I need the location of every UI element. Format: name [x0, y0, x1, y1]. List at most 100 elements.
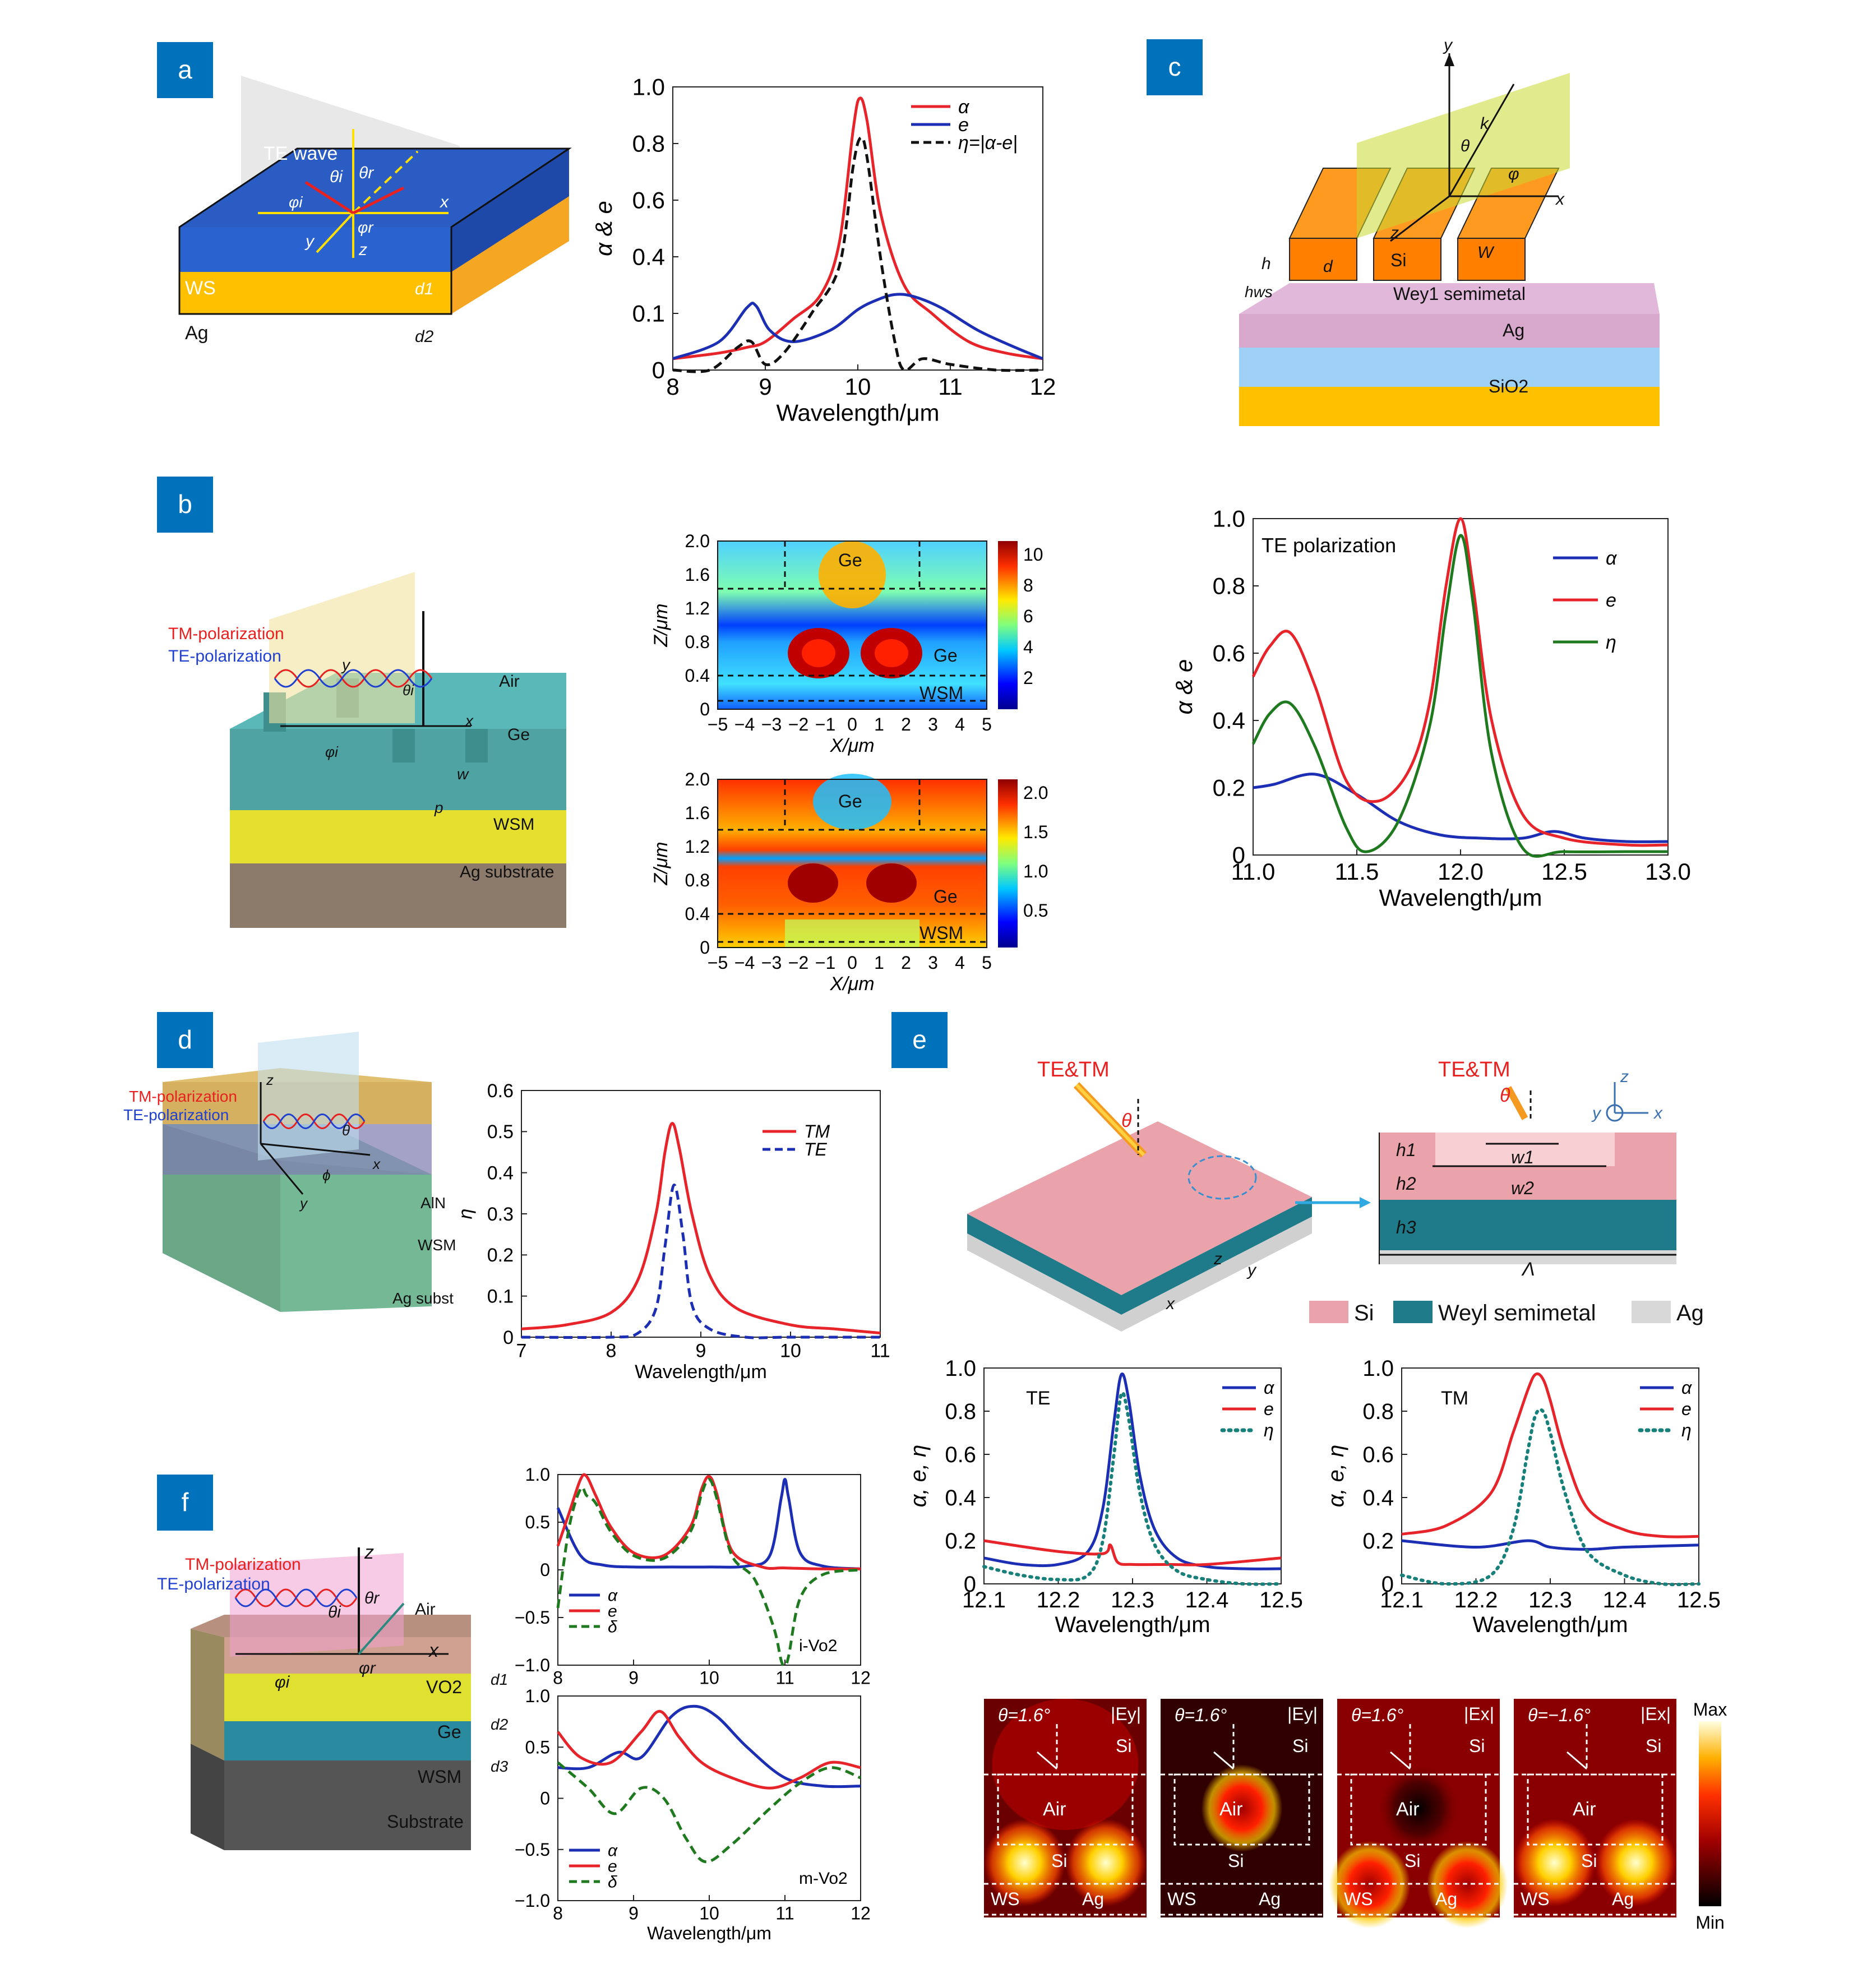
map-angle-label: θ=1.6° [998, 1705, 1051, 1725]
svg-text:TE&TM: TE&TM [1037, 1058, 1110, 1082]
svg-text:z: z [1390, 224, 1399, 242]
x-tick-label: −2 [788, 714, 808, 734]
x-tick-label: 8 [606, 1341, 617, 1362]
series-line [672, 293, 1043, 361]
y-tick-label: 1.2 [685, 837, 710, 857]
field-map-3: θ=1.6° |Ex| Si Air Si WS Ag [1329, 1699, 1508, 1929]
y-tick-label: 0.6 [945, 1443, 976, 1467]
y-tick-label: −1.0 [515, 1655, 550, 1675]
series-line [1251, 517, 1669, 847]
svg-text:2: 2 [1023, 668, 1033, 688]
badge-a [157, 42, 213, 98]
svg-text:x: x [372, 1156, 381, 1172]
x-tick-label: 12 [851, 1668, 871, 1688]
svg-text:φi: φi [325, 743, 339, 760]
badge-e [891, 1012, 948, 1068]
svg-text:Ag: Ag [1435, 1889, 1457, 1909]
map-component-label: |Ex| [1641, 1704, 1671, 1724]
x-tick-label: −5 [708, 953, 728, 973]
x-axis-label: X/μm [829, 735, 874, 756]
y-tick-label: −0.5 [515, 1607, 550, 1628]
x-tick-label: −2 [788, 953, 808, 973]
x-tick-label: −1 [815, 953, 835, 973]
chart-a: 8 9 10 11 12 0 0.1 0.4 0.6 0.8 1.0 Wavelength/μm α &… [590, 74, 1056, 426]
x-tick-label: 11.0 [1231, 858, 1276, 885]
x-tick-label: 8 [553, 1903, 563, 1924]
y-tick-label: 0.6 [1362, 1443, 1394, 1467]
panel-a-schematic: TE wave θi θr φi φr x y z WS Ag d1 d2 [178, 76, 572, 346]
series-line [521, 1122, 881, 1335]
x-tick-label: 4 [955, 953, 965, 973]
svg-text:φr: φr [359, 1659, 376, 1678]
svg-text:θi: θi [328, 1603, 341, 1621]
svg-text:Si: Si [1292, 1736, 1308, 1756]
series-line [556, 1473, 861, 1570]
y-tick-label: 0.5 [487, 1121, 514, 1143]
badge-f [157, 1475, 213, 1531]
chart-c: 11.0 11.5 12.0 12.5 13.0 0 0.2 0.4 0.6 0.8 1.0 Wave… [1171, 506, 1691, 911]
y-tick-label: 0.6 [487, 1080, 514, 1102]
svg-text:SiO2: SiO2 [1489, 376, 1528, 396]
svg-text:WSM: WSM [418, 1767, 461, 1787]
y-tick-label: 0.2 [945, 1529, 976, 1554]
svg-text:w1: w1 [1511, 1147, 1534, 1167]
badge-c-label: c [1168, 52, 1181, 81]
svg-text:x: x [1555, 190, 1565, 209]
x-tick-label: −1 [815, 714, 835, 734]
series-line [557, 1709, 861, 1790]
panel-f-schematic: TM-polarization TE-polarization z x Air … [157, 1542, 509, 1850]
legend-label: η [1606, 632, 1616, 653]
svg-text:x: x [439, 193, 449, 211]
y-tick-label: 0.2 [1362, 1529, 1394, 1554]
x-tick-label: 12.2 [1037, 1588, 1080, 1612]
x-tick-label: −4 [734, 714, 755, 734]
y-tick-label: 0.4 [1362, 1486, 1394, 1510]
y-tick-label: 0.4 [1213, 708, 1245, 734]
series-line [556, 1477, 861, 1667]
svg-text:Ag subst: Ag subst [392, 1290, 454, 1307]
x-tick-label: 11 [775, 1903, 794, 1924]
x-tick-label: 13.0 [1645, 858, 1691, 885]
x-axis-label: Wavelength/μm [1472, 1612, 1628, 1637]
svg-text:6: 6 [1023, 606, 1033, 626]
svg-text:θ: θ [1461, 137, 1470, 155]
x-tick-label: 10 [780, 1341, 801, 1362]
y-tick-label: 1.0 [632, 74, 665, 100]
legend-label: α [1606, 548, 1618, 569]
x-tick-label: 11 [938, 373, 963, 400]
incidence-plane-b [269, 572, 415, 723]
x-tick-label: 12.1 [1380, 1588, 1424, 1612]
panel-e-field-maps: θ=1.6° |Ey| Si Air Si WS Ag θ=1.6° |Ey| Si Air Si WS… [984, 1699, 1676, 1929]
x-axis-label: Wavelength/μm [635, 1361, 767, 1383]
svg-text:y: y [1443, 36, 1453, 54]
svg-text:d2: d2 [415, 327, 434, 346]
y-tick-label: 1.0 [525, 1686, 550, 1706]
svg-text:WS: WS [1521, 1889, 1550, 1909]
y-tick-label: 0.4 [945, 1486, 976, 1510]
svg-text:Si: Si [1390, 250, 1406, 270]
svg-text:Ag: Ag [1612, 1889, 1634, 1909]
legend-label: α [958, 96, 970, 118]
svg-text:θr: θr [359, 164, 374, 182]
svg-text:d3: d3 [491, 1758, 509, 1775]
legend-label: TE [804, 1139, 828, 1159]
map-angle-label: θ=1.6° [1175, 1705, 1227, 1725]
svg-text:Ge: Ge [437, 1722, 461, 1742]
y-tick-label: 0 [1381, 1572, 1394, 1597]
x-tick-label: 2 [901, 714, 911, 734]
x-tick-label: 10 [845, 373, 871, 400]
plot-frame [672, 86, 1043, 371]
x-tick-label: −4 [734, 953, 755, 973]
y-tick-label: 0.8 [685, 632, 710, 652]
series-line [672, 96, 1043, 361]
svg-text:1.0: 1.0 [1023, 861, 1048, 881]
y-tick-label: 0.5 [525, 1512, 550, 1532]
svg-text:WSM: WSM [919, 923, 963, 943]
x-axis-label: Wavelength/μm [647, 1923, 771, 1943]
y-tick-label: 0.4 [632, 244, 665, 270]
svg-text:Ag: Ag [185, 322, 209, 344]
svg-text:Wey1 semimetal: Wey1 semimetal [1393, 284, 1526, 304]
x-tick-label: 2 [901, 953, 911, 973]
svg-text:Si: Si [1116, 1736, 1131, 1756]
